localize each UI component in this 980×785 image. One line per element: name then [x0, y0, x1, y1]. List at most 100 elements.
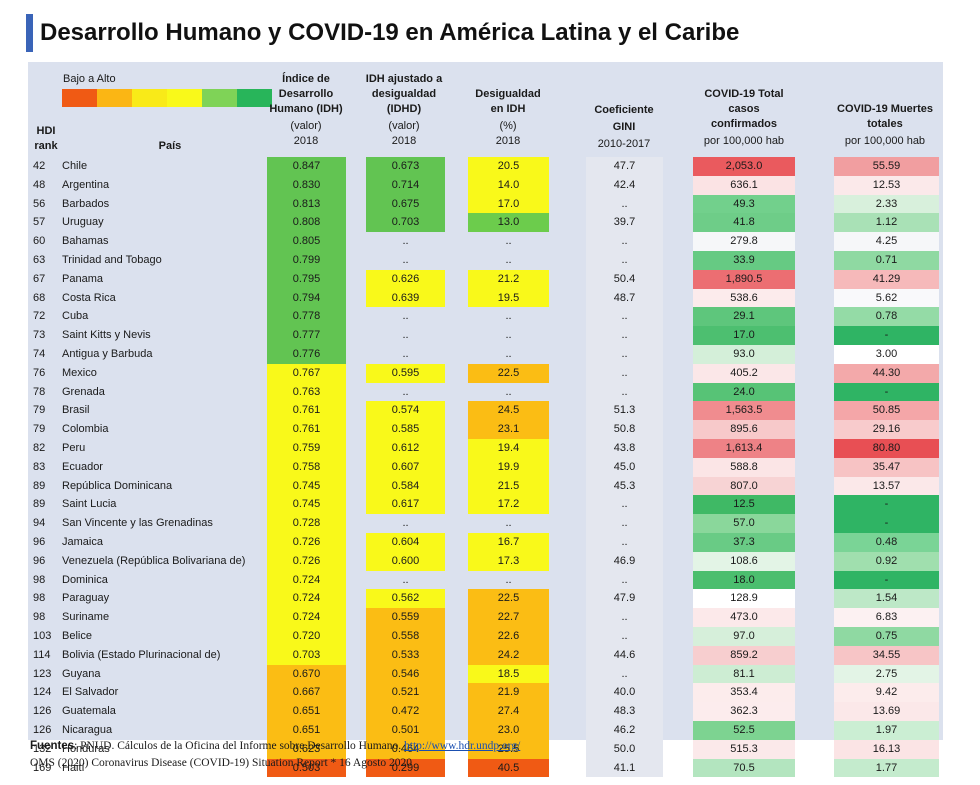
- cell-gini: 41.1: [586, 758, 663, 778]
- cell-idhd: ..: [366, 570, 445, 590]
- cell-idh: 0.667: [267, 683, 346, 703]
- header-gini-year: 2010-2017: [597, 138, 651, 150]
- cell-muertes: 2.75: [834, 664, 939, 684]
- cell-idhd: 0.612: [366, 439, 445, 458]
- header-desig-unit: (%): [499, 120, 517, 132]
- cell-idhd: 0.299: [366, 758, 445, 778]
- footer-sources-text: : PNUD. Cálculos de la Oficina del Infor…: [74, 740, 404, 752]
- cell-pais: Dominica: [62, 573, 108, 586]
- cell-gini: 50.4: [586, 269, 663, 289]
- cell-idh: 0.759: [267, 439, 346, 458]
- cell-desigualdad: 19.5: [468, 288, 549, 308]
- cell-desigualdad: 19.4: [468, 439, 549, 458]
- cell-desigualdad: ..: [468, 232, 549, 251]
- header-gini: Coeficiente GINI 2010-2017: [586, 103, 662, 152]
- cell-casos: 108.6: [693, 551, 795, 571]
- cell-desigualdad: ..: [468, 570, 549, 590]
- cell-idhd: ..: [366, 307, 445, 327]
- cell-gini: 44.6: [586, 645, 663, 665]
- header-idhd-year: 2018: [391, 135, 417, 147]
- cell-rank: 68: [33, 291, 46, 304]
- cell-gini: 42.4: [586, 175, 663, 195]
- header-idh: Índice de Desarrollo Humano (IDH) (valor…: [266, 72, 346, 149]
- cell-rank: 89: [33, 498, 46, 511]
- cell-gini: ..: [586, 326, 663, 345]
- cell-casos: 636.1: [693, 175, 795, 195]
- legend-label: Bajo a Alto: [63, 73, 116, 85]
- cell-idhd: 0.673: [366, 157, 445, 176]
- cell-desigualdad: 16.7: [468, 533, 549, 552]
- cell-rank: 79: [33, 423, 46, 436]
- cell-idh: 0.623: [267, 739, 346, 759]
- cell-idh: 0.799: [267, 251, 346, 270]
- cell-idh: 0.724: [267, 589, 346, 609]
- cell-gini: 50.8: [586, 420, 663, 439]
- cell-gini: 43.8: [586, 439, 663, 458]
- cell-casos: 895.6: [693, 420, 795, 439]
- cell-idh: 0.720: [267, 627, 346, 646]
- cell-idh: 0.651: [267, 721, 346, 740]
- cell-desigualdad: 13.0: [468, 213, 549, 233]
- cell-desigualdad: 21.2: [468, 269, 549, 289]
- cell-gini: 51.3: [586, 401, 663, 421]
- cell-idh: 0.651: [267, 702, 346, 721]
- cell-idhd: ..: [366, 326, 445, 345]
- cell-idh: 0.830: [267, 175, 346, 195]
- cell-casos: 97.0: [693, 627, 795, 646]
- cell-idh: 0.767: [267, 363, 346, 383]
- header-desig-line2: en IDH: [490, 103, 526, 115]
- footer-sources: Fuentes: PNUD. Cálculos de la Oficina de…: [30, 740, 520, 752]
- cell-gini: ..: [586, 664, 663, 684]
- cell-muertes: 13.57: [834, 476, 939, 496]
- cell-idh: 0.726: [267, 551, 346, 571]
- cell-idh: 0.795: [267, 269, 346, 289]
- cell-idh: 0.726: [267, 533, 346, 552]
- header-casos-unit: por 100,000 hab: [703, 135, 785, 147]
- header-idhd-unit: (valor): [388, 120, 420, 132]
- cell-muertes: 1.12: [834, 213, 939, 233]
- header-idh-unit: (valor): [290, 120, 322, 132]
- cell-gini: 47.7: [586, 157, 663, 176]
- cell-casos: 17.0: [693, 326, 795, 345]
- cell-pais: Colombia: [62, 423, 109, 436]
- cell-gini: 48.7: [586, 288, 663, 308]
- cell-idhd: 0.501: [366, 721, 445, 740]
- cell-idh: 0.761: [267, 420, 346, 439]
- cell-idhd: 0.639: [366, 288, 445, 308]
- cell-idhd: ..: [366, 345, 445, 364]
- cell-gini: 40.0: [586, 683, 663, 703]
- cell-casos: 473.0: [693, 608, 795, 627]
- cell-rank: 98: [33, 611, 46, 624]
- cell-rank: 94: [33, 517, 46, 530]
- cell-muertes: 4.25: [834, 232, 939, 251]
- cell-rank: 126: [33, 705, 52, 718]
- cell-idh: 0.724: [267, 608, 346, 627]
- cell-pais: Paraguay: [62, 592, 110, 605]
- cell-gini: ..: [586, 608, 663, 627]
- cell-desigualdad: 24.5: [468, 401, 549, 421]
- cell-muertes: 44.30: [834, 363, 939, 383]
- cell-muertes: 1.54: [834, 589, 939, 609]
- legend-swatch-6: [237, 89, 272, 107]
- cell-pais: Saint Lucia: [62, 498, 117, 511]
- cell-pais: Chile: [62, 160, 88, 172]
- cell-desigualdad: 14.0: [468, 175, 549, 195]
- cell-gini: ..: [586, 514, 663, 533]
- footer-hdr-link[interactable]: http://www.hdr.undp.org/: [404, 740, 521, 752]
- cell-idh: 0.776: [267, 345, 346, 364]
- cell-desigualdad: 21.5: [468, 476, 549, 496]
- cell-desigualdad: 40.5: [468, 758, 549, 778]
- cell-rank: 103: [33, 630, 52, 642]
- cell-muertes: 5.62: [834, 288, 939, 308]
- cell-rank: 67: [33, 272, 46, 285]
- cell-pais: Haití: [62, 761, 85, 774]
- cell-casos: 49.3: [693, 194, 795, 214]
- cell-desigualdad: 18.5: [468, 664, 549, 684]
- cell-gini: 50.0: [586, 739, 663, 759]
- cell-pais: Costa Rica: [62, 291, 116, 304]
- cell-muertes: 55.59: [834, 157, 939, 176]
- header-casos-line3: confirmados: [710, 118, 777, 130]
- cell-desigualdad: 23.1: [468, 420, 549, 439]
- cell-gini: ..: [586, 345, 663, 364]
- cell-pais: Grenada: [62, 385, 105, 398]
